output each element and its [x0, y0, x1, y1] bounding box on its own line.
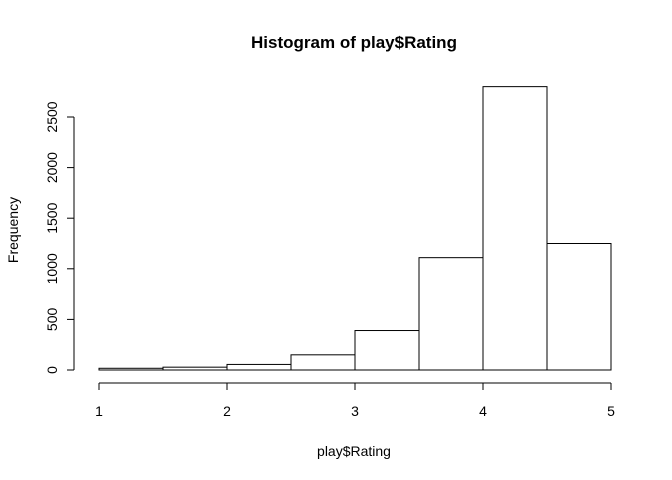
x-tick-label: 2 [223, 403, 231, 419]
histogram-bar-2 [162, 366, 228, 371]
x-axis: 1 2 3 4 5 [95, 382, 615, 419]
bars-group [98, 86, 612, 371]
y-axis-title: Frequency [5, 197, 21, 263]
x-tick-label: 5 [607, 403, 615, 419]
histogram-bar-3 [226, 363, 292, 371]
histogram-bar-1 [98, 367, 164, 371]
histogram-bar-6 [418, 257, 484, 371]
y-tick-label: 500 [44, 308, 60, 332]
histogram-bar-7 [482, 86, 548, 371]
histogram-bar-5 [354, 330, 420, 371]
histogram-bar-8 [546, 243, 612, 371]
y-axis: 0 500 1000 1500 2000 2500 [44, 101, 75, 374]
x-tick-label: 1 [95, 403, 103, 419]
x-axis-title: play$Rating [317, 443, 391, 459]
y-tick-label: 2500 [44, 101, 60, 132]
y-tick-label: 2000 [44, 152, 60, 183]
y-tick-label: 0 [44, 366, 60, 374]
histogram-bar-4 [290, 354, 356, 371]
x-tick-label: 4 [479, 403, 487, 419]
x-tick-label: 3 [351, 403, 359, 419]
y-tick-label: 1500 [44, 202, 60, 233]
chart-title: Histogram of play$Rating [251, 33, 457, 52]
y-tick-label: 1000 [44, 253, 60, 284]
